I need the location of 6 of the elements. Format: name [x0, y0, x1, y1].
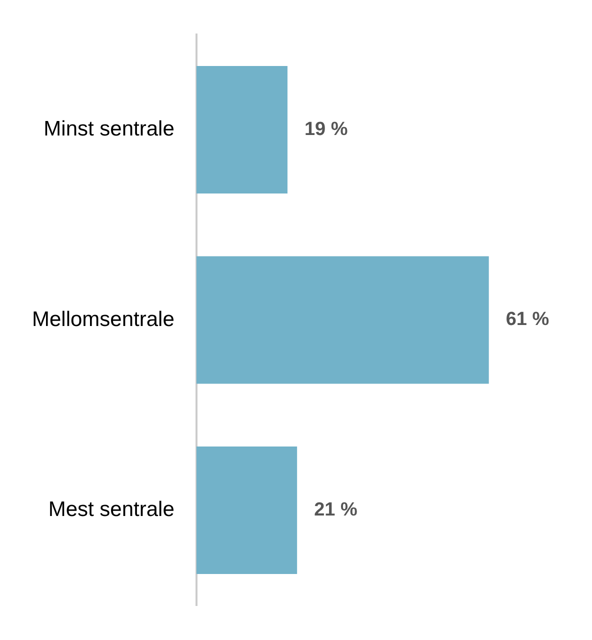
y-tick-label: Mest sentrale: [48, 498, 174, 522]
y-tick-label: Minst sentrale: [44, 118, 174, 141]
data-label: 61 %: [506, 309, 550, 330]
data-label: 19 %: [304, 118, 348, 140]
data-label: 21 %: [314, 500, 358, 520]
y-tick-label: Mellomsentrale: [32, 308, 174, 331]
